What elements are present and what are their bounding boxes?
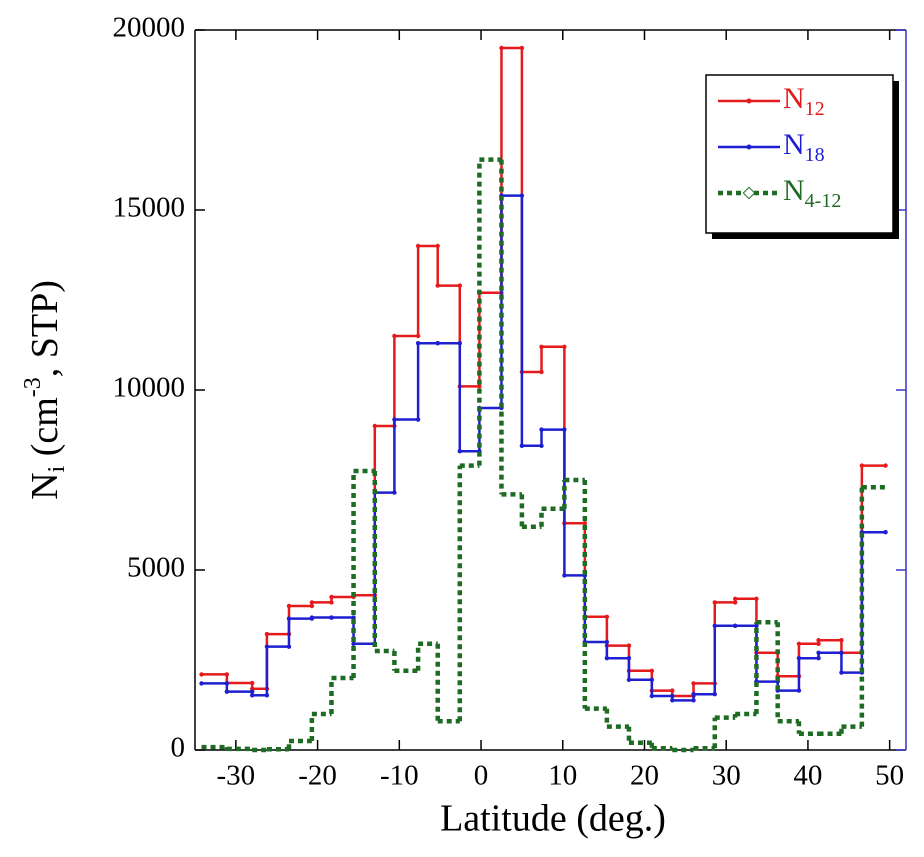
step-dot (859, 463, 865, 468)
step-dot (499, 45, 504, 51)
legend-subscript: 4-12 (805, 190, 842, 212)
legend-marker (746, 98, 752, 104)
step-dot (712, 600, 717, 605)
series (201, 157, 886, 753)
x-tick-label: 50 (875, 760, 904, 792)
x-tick-label: -30 (217, 760, 256, 792)
legend-label: N12 (783, 82, 825, 120)
step-dot (539, 427, 544, 432)
step-dot (649, 693, 655, 699)
step-dot (224, 689, 230, 694)
step-dot (883, 530, 888, 535)
step-dot (626, 677, 632, 682)
x-tick-label: -20 (298, 760, 337, 792)
legend-label: N4-12 (783, 174, 841, 212)
x-tick-label: 0 (474, 760, 489, 792)
step-dot (286, 603, 292, 609)
step-dot (732, 596, 738, 601)
step-dot (691, 692, 696, 697)
step-dot (562, 573, 567, 578)
step-dot (604, 656, 610, 661)
x-axis-label: Latitude (deg.) (440, 798, 666, 840)
step-dot (415, 341, 421, 346)
step-dot (264, 631, 270, 637)
legend-marker (746, 144, 752, 150)
step-dot (816, 638, 821, 643)
step-dot (329, 594, 334, 600)
y-tick-label: 15000 (113, 192, 186, 224)
legend-name: N (783, 128, 805, 161)
step-dot (435, 283, 440, 288)
legend-marker (742, 186, 756, 200)
step-dot (816, 650, 821, 655)
step-dot (796, 641, 802, 646)
legend-label: N18 (783, 128, 825, 166)
step-dot (435, 341, 440, 346)
y-label-main: N (24, 472, 66, 499)
step-dot (309, 600, 315, 605)
step-dot (670, 698, 675, 703)
step-dot (372, 423, 377, 429)
step-dot (250, 693, 255, 698)
legend-name: N (783, 174, 805, 207)
x-tick-label: 10 (548, 760, 577, 792)
step-dot (199, 681, 204, 686)
step-dot (539, 344, 544, 349)
legend-name: N (783, 82, 805, 115)
y-label-sub: i (44, 465, 70, 472)
step-dot (519, 443, 525, 448)
y-tick-label: 20000 (113, 12, 186, 44)
step-dot (457, 449, 462, 454)
step-dot (199, 672, 204, 677)
step-dot (796, 656, 802, 661)
y-label-sup: -3 (20, 377, 46, 397)
step-dot (883, 463, 888, 468)
y-axis-label: Ni (cm-3, STP) (20, 280, 70, 500)
legend-subscript: 18 (805, 144, 825, 166)
step-dot (392, 333, 397, 339)
step-dot (839, 670, 844, 675)
x-tick-label: 20 (630, 760, 659, 792)
x-tick-label: 30 (712, 760, 741, 792)
y-label-open: (cm (24, 397, 66, 466)
series (199, 193, 888, 703)
step-dot (329, 615, 334, 620)
y-tick-label: 5000 (127, 552, 185, 584)
step-dot (264, 644, 270, 649)
step-dot (415, 243, 421, 249)
step-dot (691, 681, 696, 686)
step-dot (732, 623, 738, 628)
step-dot (309, 615, 315, 620)
step-dot (712, 623, 717, 628)
y-label-close: , STP) (24, 280, 66, 377)
y-tick-label: 0 (171, 732, 186, 764)
x-tick-label: 40 (793, 760, 822, 792)
x-tick-label: -10 (380, 760, 419, 792)
y-tick-label: 10000 (113, 372, 186, 404)
step-dot (392, 417, 397, 422)
step-dot (351, 641, 356, 646)
step-dot (286, 616, 292, 621)
legend-subscript: 12 (805, 98, 825, 120)
